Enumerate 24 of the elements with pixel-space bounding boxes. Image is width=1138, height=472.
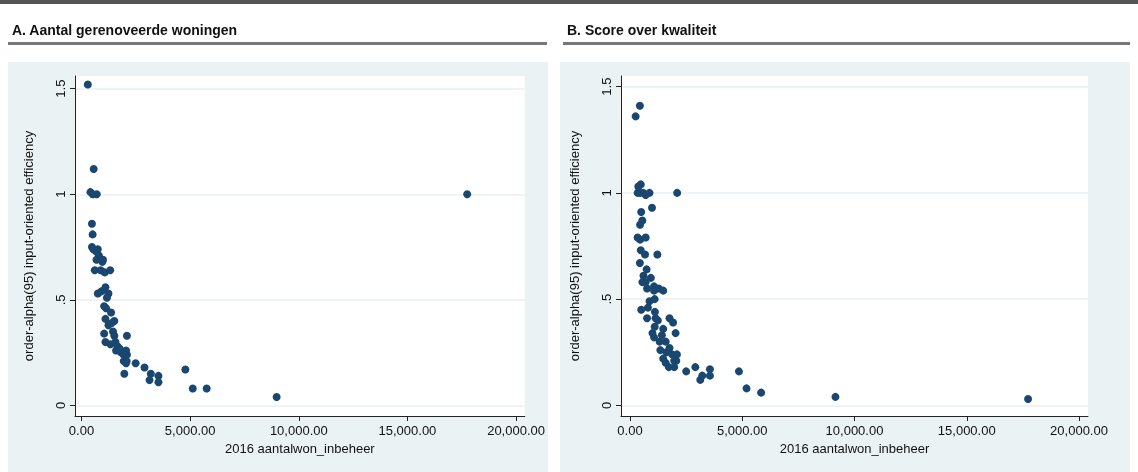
y-tick-label: .5 [53,294,68,306]
y-axis-title: order-alpha(95) input-oriented efficiency [21,130,36,362]
y-tick-label: .5 [599,293,614,305]
y-tick-label: 1.5 [599,77,614,96]
chart-title: A. Aantal gerenoveerde woningen [8,22,547,45]
x-tick-label: 20,000.00 [487,423,546,438]
y-tick-label: 0 [599,401,614,409]
x-tick-label: 15,000.00 [378,423,437,438]
x-tick-label: 0.00 [617,423,643,438]
x-tick-label: 10,000.00 [825,423,884,438]
y-tick-label: 0 [53,401,68,410]
chart-title: B. Score over kwaliteit [563,22,1130,45]
x-tick-label: 0.00 [68,423,95,438]
x-tick-label: 20,000.00 [1050,423,1108,438]
x-tick-label: 5,000.00 [164,423,216,438]
x-axis-title: 2016 aantalwon_inbeheer [779,441,930,456]
x-tick-label: 10,000.00 [269,423,328,438]
x-tick-label: 15,000.00 [937,423,996,438]
y-tick-label: 1 [599,189,614,197]
y-tick-label: 1 [53,190,68,198]
y-axis-title: order-alpha(95) input-oriented efficiency [567,130,582,362]
y-tick-label: 1.5 [53,79,68,98]
x-tick-label: 5,000.00 [716,423,768,438]
x-axis-title: 2016 aantalwon_inbeheer [225,441,376,456]
